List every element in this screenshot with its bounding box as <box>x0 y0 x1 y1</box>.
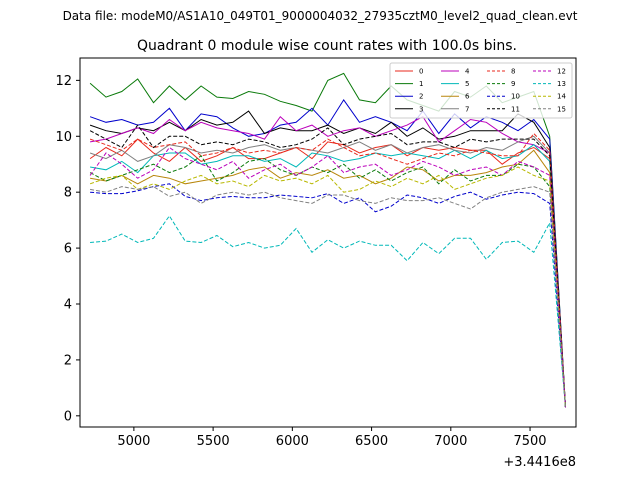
datafile-caption: Data file: modeM0/AS1A10_049T01_90000040… <box>63 9 578 23</box>
legend-label-8: 8 <box>511 68 515 76</box>
legend-label-10: 10 <box>511 93 520 101</box>
legend-label-11: 11 <box>511 105 520 113</box>
legend-frame <box>389 62 573 119</box>
plot-area: 5000 5500 6000 6500 7000 75000246810120123456… <box>55 57 577 449</box>
legend-label-12: 12 <box>557 68 566 76</box>
legend-label-2: 2 <box>419 93 423 101</box>
legend-label-7: 7 <box>465 105 469 113</box>
series-line-4 <box>90 115 566 408</box>
legend-label-3: 3 <box>419 105 423 113</box>
x-tick-label-6000: 6000 <box>276 434 309 449</box>
series-line-12 <box>89 146 566 408</box>
y-tick-label-6: 6 <box>64 242 72 257</box>
legend-label-1: 1 <box>419 80 423 88</box>
y-tick-label-12: 12 <box>55 74 72 89</box>
x-tick-label-7000: 7000 <box>434 434 467 449</box>
series-line-5 <box>90 144 566 408</box>
x-tick-label-6500: 6500 <box>355 434 388 449</box>
legend-label-4: 4 <box>465 68 470 76</box>
y-tick-label-0: 0 <box>64 409 72 424</box>
legend-label-6: 6 <box>465 93 470 101</box>
series-line-14 <box>89 166 566 408</box>
x-tick-label-5500: 5500 <box>197 434 230 449</box>
series-line-6 <box>90 149 566 408</box>
x-tick-label-5000: 5000 <box>117 434 150 449</box>
chart-title: Quadrant 0 module wise count rates with … <box>137 38 517 54</box>
series-line-15 <box>90 186 566 408</box>
series-line-3 <box>89 110 566 408</box>
legend-label-9: 9 <box>511 80 515 88</box>
legend-label-14: 14 <box>557 93 566 101</box>
legend-label-15: 15 <box>557 105 566 113</box>
x-offset-label: +3.4416e8 <box>503 455 576 470</box>
legend-label-13: 13 <box>557 80 566 88</box>
series-line-10 <box>90 183 566 408</box>
y-tick-label-8: 8 <box>64 186 72 201</box>
series-lines <box>89 72 566 408</box>
legend-label-0: 0 <box>419 68 423 76</box>
y-tick-label-2: 2 <box>64 353 72 368</box>
y-tick-label-10: 10 <box>55 130 72 145</box>
series-line-9 <box>89 155 566 408</box>
series-line-8 <box>89 132 566 408</box>
axes-frame <box>79 57 577 428</box>
legend-label-5: 5 <box>465 80 469 88</box>
y-tick-label-4: 4 <box>64 298 72 313</box>
series-line-11 <box>89 124 566 408</box>
x-tick-label-7500: 7500 <box>513 434 546 449</box>
